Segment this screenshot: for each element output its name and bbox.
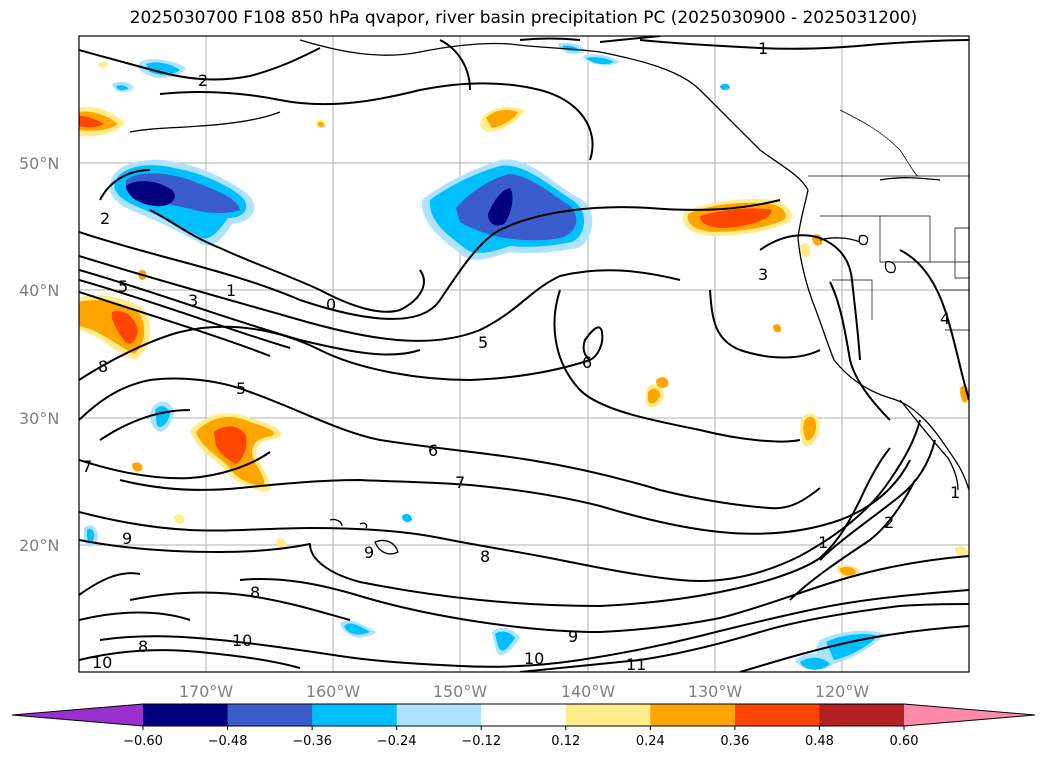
colorbar-label: −0.12 [461, 734, 501, 749]
contour-label: 7 [455, 473, 465, 492]
lon-label: 150°W [433, 682, 488, 701]
precip-shading [79, 42, 969, 670]
contour-label: 4 [940, 309, 950, 328]
contour-label: 9 [568, 627, 578, 646]
colorbar-segment [819, 704, 905, 726]
map-frame [78, 35, 970, 673]
contour-label: 1 [950, 483, 960, 502]
contour-label: 6 [428, 441, 438, 460]
latitude-labels: 50°N 40°N 30°N 20°N [19, 154, 59, 555]
contour-label: 2 [198, 71, 208, 90]
contour-label: 8 [98, 357, 108, 376]
contour-label: 2 [884, 513, 894, 532]
lon-label: 120°W [815, 682, 870, 701]
lat-label: 50°N [19, 154, 59, 173]
contour-label: 8 [480, 547, 490, 566]
lon-label: 130°W [688, 682, 743, 701]
qvapor-contours [79, 36, 969, 672]
colorbar-label: −0.60 [123, 734, 163, 749]
contour-label: 10 [524, 649, 544, 668]
contour-label: 0 [326, 295, 336, 314]
lat-label: 40°N [19, 281, 59, 300]
contour-label: 1 [758, 39, 768, 58]
contour-label: 8 [250, 583, 260, 602]
borders [808, 109, 969, 331]
contour-label: 1 [226, 281, 236, 300]
lon-label: 170°W [179, 682, 234, 701]
colorbar-label: 0.36 [720, 734, 749, 749]
contour-label: 5 [118, 277, 128, 296]
colorbar-segment [143, 704, 229, 726]
colorbar-label: −0.24 [377, 734, 417, 749]
contour-label: 8 [138, 637, 148, 656]
lat-label: 30°N [19, 409, 59, 428]
contour-label: 6 [582, 353, 592, 372]
colorbar-segment [650, 704, 736, 726]
map-area [79, 36, 969, 672]
colorbar-segment [734, 704, 820, 726]
colorbar-extend-max [904, 704, 1035, 726]
contour-label: 2 [100, 209, 110, 228]
contour-label: 3 [188, 291, 198, 310]
colorbar-segment [312, 704, 398, 726]
contour-label: 7 [82, 457, 92, 476]
colorbar-segment [227, 704, 313, 726]
colorbar-label: 0.12 [551, 734, 580, 749]
lat-label: 20°N [19, 536, 59, 555]
map-title: 2025030700 F108 850 hPa qvapor, river ba… [129, 8, 918, 28]
lon-label: 160°W [306, 682, 361, 701]
contour-label: 9 [122, 529, 132, 548]
contour-label: 10 [232, 631, 252, 650]
colorbar-segment [396, 704, 482, 726]
contour-label: 9 [364, 543, 374, 562]
colorbar-segment [565, 704, 651, 726]
lon-label: 140°W [561, 682, 616, 701]
colorbar: −0.60 −0.48 −0.36 −0.24 −0.12 0.12 0.24 0.36 0.4… [11, 703, 1036, 749]
colorbar-label: −0.36 [292, 734, 332, 749]
contour-label: 10 [92, 653, 112, 672]
colorbar-label: 0.24 [636, 734, 665, 749]
contour-label: 1 [818, 533, 828, 552]
contour-label: 5 [236, 379, 246, 398]
contour-labels: 2 1 2 1 0 3 5 5 8 6 5 6 7 7 9 9 8 8 8 10… [82, 39, 960, 674]
colorbar-label: 0.48 [805, 734, 834, 749]
contour-label: 3 [758, 265, 768, 284]
contour-label: 5 [478, 333, 488, 352]
colorbar-segment [481, 704, 567, 726]
colorbar-label: 0.60 [890, 734, 919, 749]
contour-label: 11 [626, 655, 646, 674]
longitude-labels: 170°W 160°W 150°W 140°W 130°W 120°W [179, 682, 870, 701]
colorbar-extend-min [12, 704, 143, 726]
colorbar-label: −0.48 [208, 734, 248, 749]
